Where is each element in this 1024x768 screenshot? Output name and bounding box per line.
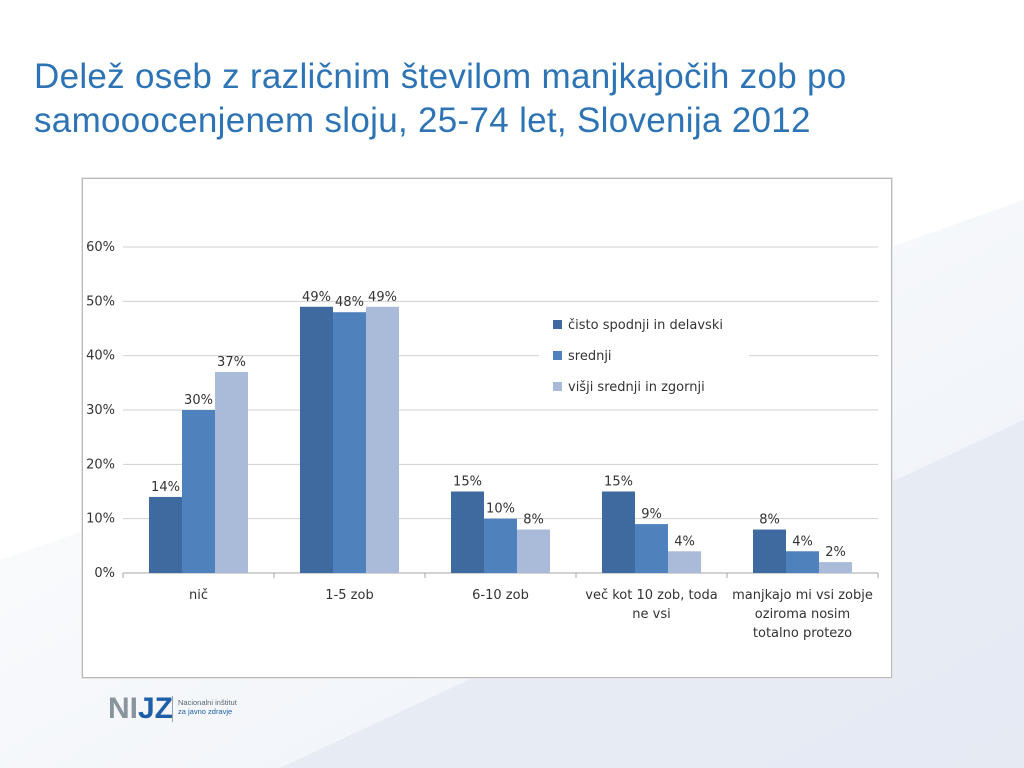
data-label: 49% bbox=[302, 290, 331, 305]
logo-divider bbox=[172, 696, 173, 722]
bar bbox=[517, 529, 550, 573]
x-tick-label: 1-5 zob bbox=[325, 588, 373, 603]
logo-text-line1: Nacionalni inštitut bbox=[178, 698, 237, 707]
data-label: 15% bbox=[604, 475, 633, 490]
bar bbox=[602, 491, 635, 573]
x-tick-label: več kot 10 zob, toda bbox=[585, 588, 717, 603]
x-tick-label: nič bbox=[189, 588, 208, 603]
bar bbox=[149, 496, 182, 573]
legend-swatch bbox=[553, 351, 562, 360]
legend-swatch bbox=[553, 320, 562, 329]
data-label: 4% bbox=[674, 534, 695, 549]
x-tick-label: totalno protezo bbox=[753, 626, 852, 641]
data-label: 8% bbox=[759, 513, 780, 528]
y-tick-label: 60% bbox=[86, 240, 115, 255]
legend-box bbox=[539, 304, 749, 400]
data-label: 8% bbox=[523, 513, 544, 528]
data-label: 9% bbox=[641, 507, 662, 522]
bar bbox=[819, 562, 852, 573]
legend-label: čisto spodnji in delavski bbox=[568, 318, 723, 333]
bar bbox=[182, 410, 215, 573]
y-tick-label: 40% bbox=[86, 349, 115, 364]
bar-chart: 0% 10% 20% 30% 40% 50% 60% 14% 30% 37% nič 49% 48% 49… bbox=[86, 240, 879, 641]
bar bbox=[753, 529, 786, 573]
y-tick-label: 30% bbox=[86, 403, 115, 418]
x-tick-label: oziroma nosim bbox=[755, 607, 850, 622]
slide-title: Delež oseb z različnim številom manjkajo… bbox=[34, 57, 847, 140]
data-label: 37% bbox=[217, 355, 246, 370]
data-label: 2% bbox=[825, 545, 846, 560]
y-tick-label: 20% bbox=[86, 457, 115, 472]
data-label: 15% bbox=[453, 475, 482, 490]
chart-frame: 0% 10% 20% 30% 40% 50% 60% 14% 30% 37% nič 49% 48% 49… bbox=[82, 178, 892, 678]
bar bbox=[215, 371, 248, 573]
logo-mark-ni: NI bbox=[108, 692, 138, 725]
bar bbox=[635, 524, 668, 573]
logo-text-line2: za javno zdravje bbox=[178, 707, 233, 716]
bar bbox=[333, 312, 366, 573]
data-label: 49% bbox=[368, 290, 397, 305]
nijz-logo: NIJZ Nacionalni inštitut za javno zdravj… bbox=[108, 693, 268, 725]
legend-label: višji srednji in zgornji bbox=[568, 380, 705, 395]
bar bbox=[484, 518, 517, 573]
bar bbox=[668, 551, 701, 573]
y-tick-label: 10% bbox=[86, 512, 115, 527]
data-label: 14% bbox=[151, 480, 180, 495]
logo-mark-jz: JZ bbox=[138, 692, 174, 725]
bar bbox=[786, 551, 819, 573]
logo-mark: NIJZ bbox=[108, 693, 173, 725]
data-label: 10% bbox=[486, 502, 515, 517]
bar bbox=[300, 306, 333, 573]
x-tick-label: manjkajo mi vsi zobje bbox=[732, 588, 873, 603]
data-label: 4% bbox=[792, 534, 813, 549]
legend-label: srednji bbox=[568, 349, 612, 364]
x-tick-label: ne vsi bbox=[632, 607, 670, 622]
bar bbox=[366, 306, 399, 573]
legend-swatch bbox=[553, 382, 562, 391]
y-tick-label: 0% bbox=[94, 566, 115, 581]
data-label: 48% bbox=[335, 295, 364, 310]
x-tick-label: 6-10 zob bbox=[472, 588, 529, 603]
bar bbox=[451, 491, 484, 573]
data-label: 30% bbox=[184, 393, 213, 408]
y-tick-label: 50% bbox=[86, 294, 115, 309]
